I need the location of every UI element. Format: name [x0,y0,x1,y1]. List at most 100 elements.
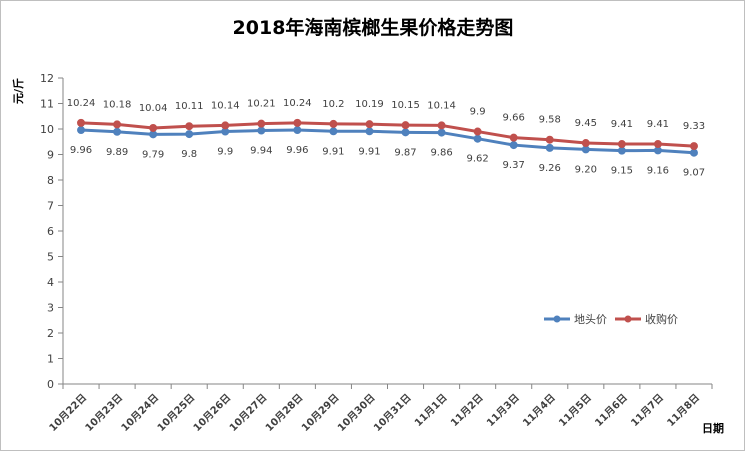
x-tick-label: 11月5日 [557,392,594,429]
series-line-1 [79,128,696,155]
series-2-data-label: 10.2 [322,99,344,110]
series-1-point [545,143,554,152]
series-layer [77,118,698,157]
series-1-data-label: 9.89 [106,147,128,158]
series-2-data-label: 9.66 [503,113,525,124]
y-axis-title: 元/斤 [11,78,25,104]
series-2-data-label: 10.15 [391,100,420,111]
x-tick-label: 10月31日 [371,392,413,434]
series-2-data-label: 10.18 [103,99,132,110]
series-1-data-label: 9.94 [250,146,272,157]
series-1-data-label: 9.37 [503,160,525,171]
y-tick-label: 6 [47,225,54,238]
y-tick-label: 2 [47,327,54,340]
series-2-point [185,122,194,131]
series-2-data-label: 10.21 [247,99,276,110]
x-tick-label: 10月26日 [191,392,233,434]
x-tick-label: 11月3日 [484,392,521,429]
y-tick-label: 0 [47,378,54,391]
series-line-2 [79,121,696,148]
series-1-point [257,126,266,135]
series-1-point [473,134,482,143]
series-2-point [509,133,518,142]
series-2-data-label: 10.24 [67,98,96,109]
series-2-data-label: 9.9 [470,107,486,118]
x-axis-title: 日期 [702,421,724,435]
series-1-data-label: 9.91 [322,146,344,157]
series-1-point [689,148,698,157]
y-tick-label: 3 [47,302,54,315]
series-1-point [365,127,374,136]
y-tick-label: 10 [40,123,54,136]
series-1-data-label: 9.9 [217,147,233,158]
x-tick-label: 10月23日 [83,392,125,434]
x-tick-label: 10月25日 [155,392,197,434]
y-tick-label: 5 [47,251,54,264]
series-1-data-label: 9.96 [70,145,92,156]
y-tick-label: 7 [47,200,54,213]
x-tick-label: 10月28日 [263,392,305,434]
series-1-point [437,128,446,137]
series-2-data-label: 10.24 [283,98,312,109]
series-2-data-label: 9.58 [539,115,561,126]
series-2-data-label: 10.19 [355,99,384,110]
series-2-data-label: 9.45 [575,118,597,129]
legend-marker-1 [553,315,561,323]
x-tick-label: 11月6日 [593,392,630,429]
series-2-point [329,119,338,128]
legend-marker-2 [624,315,632,323]
series-2-data-label: 10.04 [139,103,168,114]
series-1-data-label: 9.91 [358,146,380,157]
series-2-point [581,139,590,148]
series-1-data-label: 9.87 [394,147,416,158]
series-1-data-label: 9.20 [575,164,597,175]
series-2-point [221,121,230,130]
series-1-data-label: 9.62 [467,154,489,165]
x-tick-label: 10月24日 [119,392,161,434]
y-tick-label: 4 [47,276,54,289]
series-1-data-label: 9.26 [539,163,561,174]
series-1-point [509,141,518,150]
series-2-data-label: 10.14 [427,100,456,111]
series-1-point [293,126,302,135]
series-2-data-label: 9.41 [647,119,669,130]
y-tick-label: 9 [47,149,54,162]
chart-title: 2018年海南槟榔生果价格走势图 [233,16,514,39]
legend: 地头价 收购价 [544,312,678,326]
series-2-point [365,120,374,129]
series-1-point [329,127,338,136]
y-tick-label: 8 [47,174,54,187]
series-2-point [257,119,266,128]
series-2-point [401,121,410,130]
legend-label-1: 地头价 [574,313,607,326]
series-2-point [545,135,554,144]
series-1-data-label: 9.07 [683,168,705,179]
x-tick-label: 11月4日 [520,392,557,429]
series-2-point [77,118,86,127]
series-1-point [401,128,410,137]
series-2-point [653,140,662,149]
y-tick-label: 11 [40,98,54,111]
x-tick-label: 10月27日 [227,392,269,434]
x-tick-label: 10月30日 [335,392,377,434]
x-tick-label: 11月7日 [629,392,666,429]
x-tick-label: 10月22日 [47,392,89,434]
series-1-data-label: 9.96 [286,145,308,156]
series-1-point [77,126,86,135]
series-1-data-label: 9.86 [430,148,452,159]
data-labels: 9.96 9.89 9.79 9.8 9.9 9.94 9.96 9.91 9.91 9.87 9.… [67,98,705,179]
series-2-data-label: 9.41 [611,119,633,130]
series-2-data-label: 10.11 [175,101,204,112]
series-1-point [185,130,194,139]
series-2-point [149,123,158,132]
x-tick-label: 11月8日 [665,392,702,429]
series-1-point [617,146,626,155]
x-tick-label: 11月2日 [448,392,485,429]
series-2-point [617,140,626,149]
legend-label-2: 收购价 [645,312,678,326]
series-2-point [473,127,482,136]
series-1-data-label: 9.16 [647,165,669,176]
series-2-data-label: 10.14 [211,100,240,111]
